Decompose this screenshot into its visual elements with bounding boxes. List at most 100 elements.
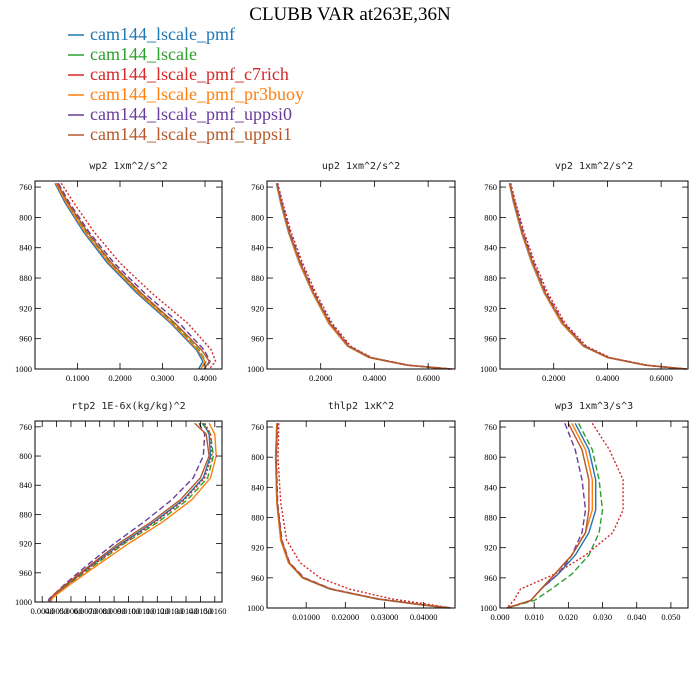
legend-label-5: cam144_lscale_pmf_uppsi1 — [90, 124, 292, 144]
ytick-label-5-6: 1000 — [480, 603, 497, 613]
ytick-label-0-4: 920 — [19, 303, 32, 313]
panels: wp2 1xm^2/s^2 760 800 840 880 920 960 1000 0.100… — [15, 161, 689, 622]
series-line-3-2 — [48, 422, 213, 603]
xtick-label-5-0: 0.000 — [490, 612, 509, 622]
xtick-label-4-3: 0.04000 — [410, 612, 438, 622]
ytick-label-2-1: 800 — [484, 212, 497, 222]
ytick-label-2-0: 760 — [484, 182, 497, 192]
ytick-label-4-1: 800 — [251, 452, 264, 462]
xtick-label-3-1: 0.0050 — [45, 606, 68, 616]
series-line-3-4 — [47, 422, 206, 603]
xtick-label-3-2: 0.0060 — [59, 606, 82, 616]
xtick-label-0-3: 0.4000 — [193, 373, 216, 383]
ytick-label-2-3: 880 — [484, 273, 497, 283]
xtick-label-5-4: 0.040 — [627, 612, 646, 622]
xtick-label-5-2: 0.020 — [559, 612, 578, 622]
xtick-label-4-2: 0.03000 — [371, 612, 399, 622]
legend-label-3: cam144_lscale_pmf_pr3buoy — [90, 84, 304, 104]
panel-frame-4 — [266, 420, 456, 609]
ytick-label-1-0: 760 — [251, 182, 264, 192]
series-line-2-1 — [509, 183, 686, 370]
ytick-label-5-4: 920 — [484, 543, 497, 553]
xtick-label-3-4: 0.0080 — [88, 606, 111, 616]
ytick-label-1-5: 960 — [251, 334, 264, 344]
panel-title-5: wp3 1xm^3/s^3 — [555, 401, 633, 412]
xtick-label-2-0: 0.2000 — [542, 373, 565, 383]
ytick-label-5-0: 760 — [484, 422, 497, 432]
ytick-label-0-1: 800 — [19, 212, 32, 222]
ytick-label-3-0: 760 — [19, 422, 32, 432]
ytick-label-3-2: 840 — [19, 480, 32, 490]
xtick-label-0-0: 0.1000 — [66, 373, 89, 383]
series-line-4-2 — [277, 423, 452, 609]
series-line-3-0 — [48, 422, 212, 603]
series-line-5-5 — [506, 422, 590, 609]
xtick-label-3-8: 0.0120 — [146, 606, 169, 616]
series-line-2-3 — [509, 183, 686, 370]
series-line-0-0 — [54, 182, 204, 370]
series-line-4-0 — [274, 423, 448, 609]
xtick-label-2-1: 0.4000 — [596, 373, 619, 383]
ytick-label-0-2: 840 — [19, 243, 32, 253]
xtick-label-5-1: 0.010 — [525, 612, 544, 622]
series-line-4-4 — [275, 423, 452, 609]
panel-frame-0 — [34, 180, 223, 370]
series-line-1-3 — [276, 183, 450, 370]
ytick-label-3-5: 960 — [19, 568, 32, 578]
ytick-label-5-2: 840 — [484, 482, 497, 492]
panel-title-3: rtp2 1E-6x(kg/kg)^2 — [71, 401, 185, 412]
panel-frame-5 — [499, 420, 689, 609]
panel-title-4: thlp2 1xK^2 — [328, 401, 394, 412]
series-line-3-1 — [48, 422, 215, 603]
ytick-label-4-0: 760 — [251, 422, 264, 432]
xtick-label-5-3: 0.030 — [593, 612, 612, 622]
series-line-0-2 — [60, 182, 217, 370]
series-line-1-5 — [276, 183, 451, 370]
series-line-0-4 — [57, 182, 211, 370]
xtick-label-3-5: 0.0090 — [102, 606, 125, 616]
ytick-label-3-6: 1000 — [15, 597, 32, 607]
series-line-1-4 — [276, 183, 452, 370]
ytick-label-4-5: 960 — [251, 573, 264, 583]
ytick-label-1-2: 840 — [251, 243, 264, 253]
series-line-4-5 — [275, 423, 451, 609]
xtick-label-3-10: 0.0140 — [174, 606, 197, 616]
series-line-4-3 — [274, 423, 450, 609]
panel-0: wp2 1xm^2/s^2 760 800 840 880 920 960 1000 0.100… — [15, 161, 223, 383]
ytick-label-5-1: 800 — [484, 452, 497, 462]
ytick-label-0-3: 880 — [19, 273, 32, 283]
ytick-label-2-4: 920 — [484, 303, 497, 313]
xtick-label-3-7: 0.0110 — [131, 606, 154, 616]
panel-frame-3 — [34, 420, 223, 603]
legend-label-4: cam144_lscale_pmf_uppsi0 — [90, 104, 292, 124]
xtick-label-3-11: 0.0150 — [189, 606, 212, 616]
ytick-label-0-0: 760 — [19, 182, 32, 192]
panel-frame-2 — [499, 180, 689, 370]
panel-1: up2 1xm^2/s^2 760 800 840 880 920 960 1000 0.200… — [247, 161, 456, 383]
panel-5: wp3 1xm^3/s^3 760 800 840 880 920 960 10000.000… — [480, 401, 689, 622]
ytick-label-0-6: 1000 — [15, 364, 32, 374]
ytick-label-5-5: 960 — [484, 573, 497, 583]
series-line-5-2 — [506, 422, 624, 609]
panel-title-1: up2 1xm^2/s^2 — [322, 161, 400, 172]
series-line-4-1 — [275, 423, 452, 609]
ytick-label-4-2: 840 — [251, 482, 264, 492]
legend-label-2: cam144_lscale_pmf_c7rich — [90, 64, 289, 84]
series-line-1-0 — [275, 183, 450, 370]
series-line-5-4 — [506, 423, 587, 609]
xtick-label-0-1: 0.2000 — [108, 373, 131, 383]
series-line-1-1 — [276, 183, 450, 370]
legend-label-0: cam144_lscale_pmf — [90, 24, 235, 44]
series-line-0-5 — [56, 182, 211, 370]
xtick-label-1-1: 0.4000 — [363, 373, 386, 383]
legend: cam144_lscale_pmfcam144_lscalecam144_lsc… — [68, 24, 304, 144]
ytick-label-4-3: 880 — [251, 513, 264, 523]
xtick-label-4-0: 0.01000 — [292, 612, 320, 622]
ytick-label-2-2: 840 — [484, 243, 497, 253]
xtick-label-4-1: 0.02000 — [332, 612, 360, 622]
panel-title-0: wp2 1xm^2/s^2 — [89, 161, 167, 172]
xtick-label-2-2: 0.6000 — [649, 373, 672, 383]
ytick-label-3-1: 800 — [19, 451, 32, 461]
ytick-label-1-3: 880 — [251, 273, 264, 283]
